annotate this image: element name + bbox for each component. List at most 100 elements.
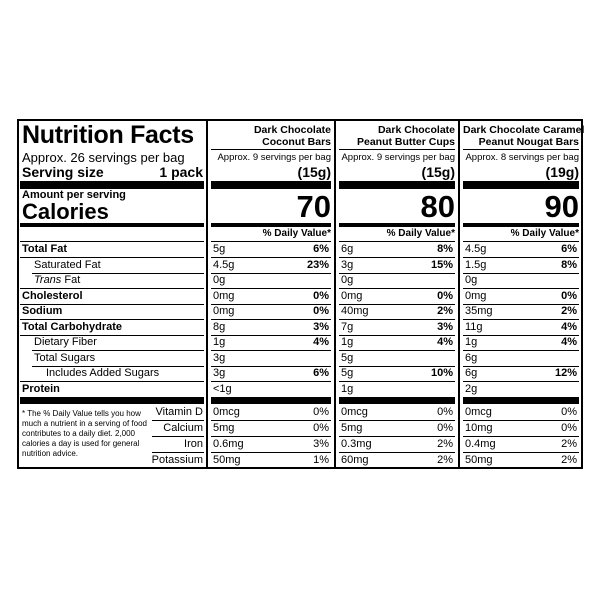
product-name: Peanut Butter Cups [356,136,455,148]
nutrient-amount: 1.5g [465,258,487,271]
rule [211,381,331,382]
nutrient-dv: 23% [306,258,329,271]
rule [32,350,204,351]
nutrient-dv: 4% [561,320,577,333]
serving-size-label: Serving size [22,164,104,180]
nutrient-amount: 0mg [213,305,235,317]
rule [211,365,331,367]
rule [463,288,579,289]
nutrient-amount: 1g [341,382,354,395]
nutrient-label-text: Dietary Fiber [34,336,97,348]
nutrient-amount: 3g [213,351,226,364]
nutrient-amount: 5g [341,367,354,379]
rule [339,303,455,305]
nutrient-dv: 4% [437,336,453,348]
nutrient-amount: 4.5g [213,258,235,271]
nutrient-dv: 0% [313,305,329,317]
rule [20,381,204,382]
nutrient-amount: 4.5g [465,243,487,255]
product-servings: Approx. 9 servings per bag [341,152,455,163]
rule [463,257,579,258]
calories-label: Calories [22,199,109,224]
rule [463,319,579,320]
product-name: Peanut Nougat Bars [478,136,579,148]
rule [463,334,579,336]
rule [20,223,204,227]
vitamin-amount: 0mcg [341,406,368,418]
nutrient-label-text: Saturated Fat [34,258,101,271]
vitamin-dv: 0% [437,422,453,434]
nutrient-label-text: Protein [22,382,60,395]
nutrient-dv: 4% [561,336,577,348]
rule [463,149,579,150]
nutrient-dv: 2% [561,305,577,317]
rule [152,452,204,453]
vitamin-dv: 0% [437,406,453,418]
rule [339,149,455,150]
vitamin-dv: 0% [313,422,329,434]
rule [463,381,579,382]
rule [339,272,455,274]
nutrient-amount: 0g [341,274,354,286]
product-serving-size: (19g) [545,164,579,180]
nutrient-dv: 3% [313,320,329,333]
nutrient-dv: 0% [561,289,577,302]
nutrient-amount: 11g [465,320,483,333]
nutrient-dv: 6% [313,367,329,379]
rule [211,272,331,274]
servings: Approx. 26 servings per bag [22,150,185,165]
label-border [17,119,583,469]
rule [339,397,455,404]
nutrient-dv: 6% [313,243,329,255]
nutrient-dv: 0% [437,289,453,302]
amount-per-serving: Amount per serving [22,189,126,201]
rule [211,241,331,242]
nutrient-amount: 1g [465,336,478,348]
vitamin-amount: 50mg [213,454,241,466]
vitamin-amount: 0mcg [465,406,492,418]
dv-header: % Daily Value* [262,228,331,239]
nutrient-dv: 15% [430,258,453,271]
vitamin-dv: 0% [561,422,577,434]
rule [20,181,204,189]
rule [20,288,204,289]
vitamin-label: Iron [184,438,203,450]
vitamin-amount: 0mcg [213,406,240,418]
vitamin-dv: 0% [313,406,329,418]
rule [339,319,455,320]
rule [339,365,455,367]
nutrient-amount: 35mg [465,305,493,317]
vitamin-amount: 5mg [341,422,363,434]
product-serving-size: (15g) [297,164,331,180]
rule [211,436,331,437]
vitamin-amount: 60mg [341,454,369,466]
product-calories: 90 [544,189,579,224]
title: Nutrition Facts [22,121,194,149]
nutrient-label-text: Includes Added Sugars [46,367,160,379]
rule [20,241,204,242]
rule [339,436,455,437]
rule [211,257,331,258]
rule [339,334,455,336]
vitamin-dv: 1% [313,454,329,466]
nutrient-label: Sodium [22,305,62,317]
nutrient-label-text: Total Sugars [34,351,96,364]
rule [463,241,579,242]
rule [152,436,204,437]
nutrient-amount: 6g [341,243,354,255]
nutrient-dv: 3% [437,320,453,333]
nutrient-label: Cholesterol [22,290,83,302]
vitamin-dv: 2% [437,454,453,466]
footnote: * The % Daily Value tells you how much a… [22,409,147,458]
product-name: Dark Chocolate [253,124,331,136]
rule [339,223,455,227]
rule [211,288,331,289]
vitamin-label: Potassium [151,454,203,466]
vitamin-amount: 0.3mg [341,438,372,450]
nutrient-label: Includes Added Sugars [46,367,159,379]
nutrient-amount: 0mg [465,289,487,302]
nutrient-amount: 5g [213,243,226,255]
nutrient-amount: 40mg [341,305,369,317]
nutrient-label-text: Total Fat [22,243,68,255]
rule [211,397,331,404]
